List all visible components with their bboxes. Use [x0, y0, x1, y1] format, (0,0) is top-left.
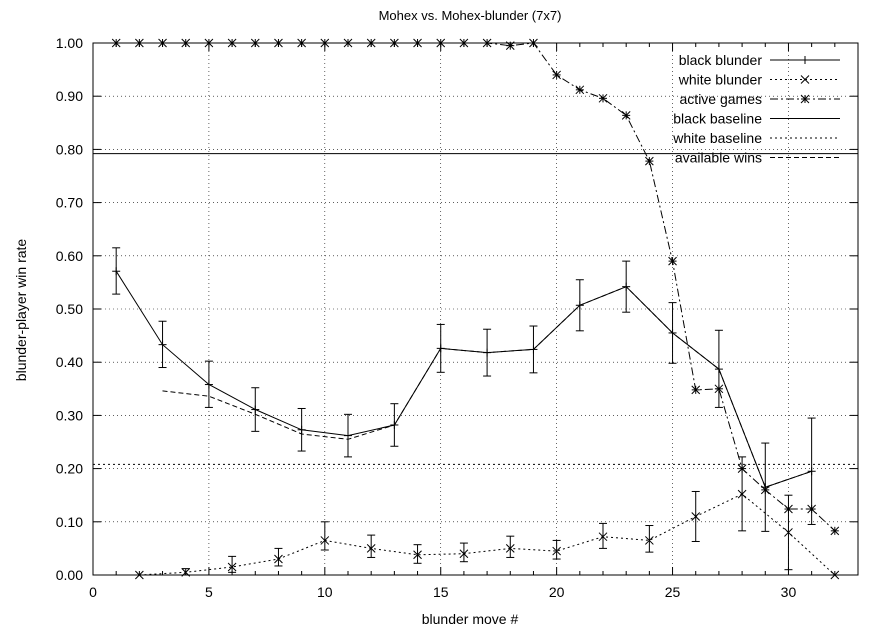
x-tick-label: 15	[433, 584, 449, 600]
legend-entry-available-wins: available wins	[675, 150, 840, 166]
x-axis-label: blunder move #	[422, 611, 519, 627]
x-tick-label: 10	[317, 584, 333, 600]
y-tick-label: 0.70	[56, 195, 83, 211]
black-blunder-point	[112, 267, 121, 276]
available-wins-line	[162, 286, 812, 488]
white-blunder-point	[552, 546, 561, 556]
legend-entry-white-baseline: white baseline	[672, 130, 840, 146]
active-games-point	[737, 464, 747, 473]
legend-marker	[800, 94, 810, 104]
legend-label: white blunder	[678, 72, 763, 88]
y-tick-label: 0.60	[56, 248, 83, 264]
active-games-point	[645, 156, 654, 166]
black-blunder-point	[204, 380, 213, 389]
white-blunder-point	[505, 544, 515, 553]
legend-label: active games	[680, 91, 762, 107]
black-blunder-point	[251, 405, 260, 414]
white-blunder-error-bar	[459, 542, 468, 563]
y-tick-label: 0.50	[56, 301, 83, 317]
white-blunder-line	[139, 493, 836, 576]
white-blunder-error-bar	[367, 534, 376, 558]
active-games-point	[830, 526, 840, 536]
chart-title: Mohex vs. Mohex-blunder (7x7)	[379, 8, 562, 23]
ticks: 0.00 0.10 0.20 0.30 0.40 0.50 0.60 0.70 0.80 0.90…	[56, 35, 859, 600]
active-games-point	[552, 70, 561, 80]
white-blunder-error-bar	[320, 521, 329, 551]
y-tick-label: 0.10	[56, 514, 83, 530]
y-tick-label: 0.90	[56, 88, 83, 104]
black-blunder-line	[115, 270, 812, 488]
white-blunder-series	[135, 456, 840, 580]
grid	[93, 43, 858, 575]
y-tick-label: 0.80	[56, 141, 83, 157]
white-blunder-point	[366, 544, 376, 553]
white-blunder-point	[320, 536, 330, 545]
active-games-point	[760, 485, 770, 495]
white-blunder-error-bar	[599, 522, 607, 549]
x-tick-label: 30	[781, 584, 797, 600]
baselines	[93, 153, 858, 465]
active-games-point	[621, 110, 631, 120]
active-games-point	[714, 384, 724, 394]
y-tick-label: 1.00	[56, 35, 83, 51]
active-games-point	[807, 504, 816, 514]
white-blunder-point	[227, 562, 237, 572]
active-games-point	[691, 385, 701, 395]
active-games-point	[598, 93, 608, 103]
active-games-point	[575, 85, 585, 95]
white-blunder-point	[737, 489, 747, 499]
black-blunder-point	[714, 365, 723, 374]
legend-label: white baseline	[672, 130, 762, 146]
white-blunder-error-bar	[552, 539, 561, 560]
y-axis-label: blunder-player win rate	[13, 239, 29, 382]
legend-entry-active-games: active games	[680, 91, 840, 107]
white-blunder-point	[274, 554, 283, 564]
white-blunder-error-bar	[413, 544, 422, 564]
legend-label: available wins	[675, 150, 762, 166]
active-games-point	[668, 256, 677, 266]
y-tick-label: 0.30	[56, 407, 83, 423]
legend-label: black baseline	[673, 111, 762, 127]
white-blunder-point	[598, 532, 608, 542]
black-blunder-point	[158, 340, 167, 349]
x-tick-label: 20	[549, 584, 565, 600]
white-blunder-point	[459, 549, 469, 559]
y-tick-label: 0.40	[56, 354, 83, 370]
active-games-point	[784, 504, 793, 514]
legend-marker	[801, 56, 809, 64]
white-blunder-point	[691, 512, 701, 521]
y-tick-label: 0.00	[56, 567, 83, 583]
y-tick-label: 0.20	[56, 461, 83, 477]
legend-label: black blunder	[679, 52, 763, 68]
legend-entry-white-blunder: white blunder	[678, 72, 840, 88]
legend: black blunder white blunder active games bl…	[672, 52, 840, 166]
legend-marker	[800, 75, 810, 84]
x-tick-label: 25	[665, 584, 681, 600]
white-blunder-error-bar	[645, 525, 654, 553]
white-blunder-error-bar	[274, 547, 283, 567]
black-blunder-point	[297, 425, 306, 434]
white-blunder-point	[784, 528, 793, 537]
white-blunder-point	[645, 536, 654, 545]
white-blunder-error-bar	[506, 535, 515, 558]
x-tick-label: 5	[205, 584, 213, 600]
black-blunder-point	[807, 467, 816, 476]
legend-entry-black-blunder: black blunder	[679, 52, 840, 68]
available-wins-series	[162, 286, 812, 488]
white-blunder-point	[413, 550, 422, 560]
legend-entry-black-baseline: black baseline	[673, 111, 840, 127]
black-blunder-point	[344, 431, 352, 440]
x-tick-label: 0	[89, 584, 97, 600]
